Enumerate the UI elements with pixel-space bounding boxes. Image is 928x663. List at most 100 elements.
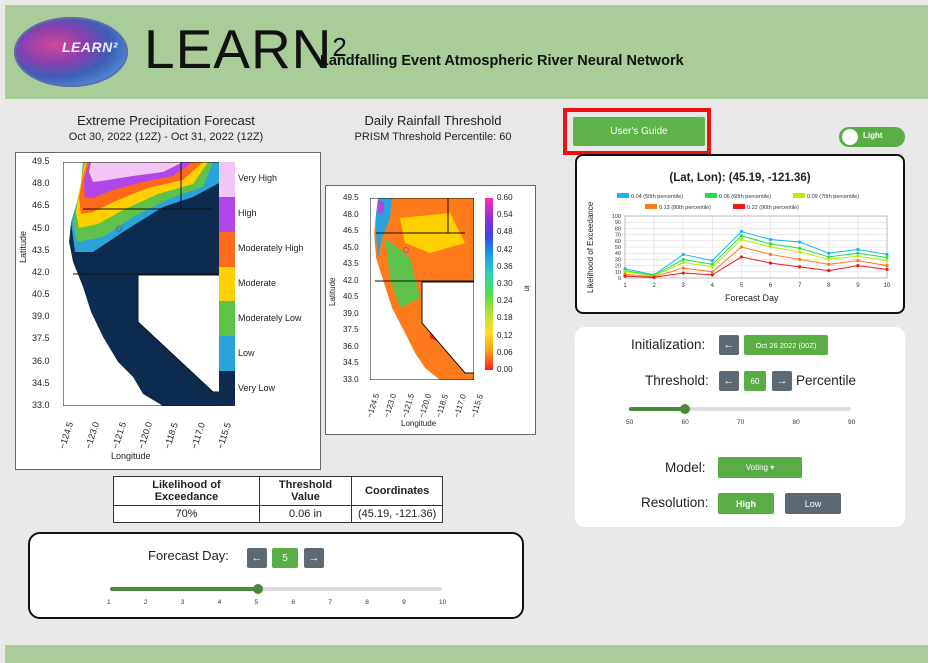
chart-x-tick: 9 bbox=[856, 283, 860, 289]
threshold-next-button[interactable]: → bbox=[772, 371, 792, 391]
slider-tick-label: 60 bbox=[681, 419, 689, 426]
chart-point bbox=[885, 264, 889, 268]
model-dropdown[interactable]: Voting ▾ bbox=[718, 457, 802, 478]
forecast-day-prev-button[interactable]: ← bbox=[247, 548, 267, 568]
chart-point bbox=[739, 229, 744, 234]
resolution-high-button[interactable]: High bbox=[718, 493, 774, 514]
precip-legend-label: Moderate bbox=[238, 278, 277, 288]
rain-map-panel[interactable]: 49.5 48.0 46.5 45.0 43.5 42.0 40.5 39.0 37.5 36.0… bbox=[325, 185, 536, 435]
precip-x-tick: −115.5 bbox=[215, 421, 233, 451]
theme-toggle[interactable]: Light bbox=[839, 127, 905, 147]
initialization-prev-button[interactable]: ← bbox=[719, 335, 739, 355]
slider-tick-label: 5 bbox=[254, 599, 259, 606]
threshold-prev-button[interactable]: ← bbox=[719, 371, 739, 391]
threshold-value[interactable]: 60 bbox=[744, 371, 766, 391]
precip-legend-swatch bbox=[219, 371, 235, 407]
slider-tick-label: 8 bbox=[365, 599, 369, 606]
chart-point bbox=[856, 251, 860, 255]
chart-point bbox=[827, 251, 831, 255]
chart-point bbox=[652, 275, 656, 279]
slider-tick-label: 6 bbox=[291, 599, 296, 606]
rain-ylabel: Latitude bbox=[328, 277, 337, 306]
chart-point bbox=[856, 259, 860, 263]
chart-plot-area bbox=[624, 215, 888, 279]
precip-legend-bar bbox=[219, 162, 235, 407]
rain-xlabel: Longitude bbox=[401, 419, 437, 428]
table-header: Coordinates bbox=[350, 476, 444, 506]
controls-panel: Initialization: ← Oct 26 2022 (00Z) Thre… bbox=[575, 327, 905, 527]
forecast-day-next-button[interactable]: → bbox=[304, 548, 324, 568]
chart-y-tick: 60 bbox=[615, 239, 621, 245]
chart-point bbox=[827, 255, 831, 259]
precip-legend-swatch bbox=[219, 231, 235, 268]
likelihood-table: Likelihood of Exceedance Threshold Value… bbox=[113, 476, 444, 523]
precip-xlabel: Longitude bbox=[111, 451, 151, 461]
precip-y-tick: 42.0 bbox=[32, 266, 50, 277]
precip-y-tick: 48.0 bbox=[32, 178, 50, 189]
forecast-day-slider-handle[interactable] bbox=[252, 584, 263, 594]
precip-x-tick: −118.5 bbox=[162, 421, 181, 451]
threshold-slider-handle[interactable] bbox=[679, 404, 690, 414]
precip-map-plot[interactable] bbox=[63, 162, 221, 406]
precip-x-tick: −123.0 bbox=[83, 420, 102, 451]
forecast-day-slider-track[interactable] bbox=[110, 587, 442, 591]
chart-x-tick: 4 bbox=[711, 283, 715, 289]
initialization-label: Initialization: bbox=[631, 337, 706, 352]
chart-point bbox=[739, 237, 744, 242]
precip-legend-label: Very Low bbox=[238, 382, 276, 393]
rain-colorbar-tick: 0.00 bbox=[497, 365, 513, 374]
chart-series-line bbox=[624, 256, 888, 278]
precip-x-tick: −117.0 bbox=[188, 421, 207, 451]
rain-x-tick: −118.5 bbox=[434, 393, 451, 419]
precip-x-tick: −124.5 bbox=[57, 420, 76, 451]
chart-point bbox=[798, 246, 802, 250]
app-title: LEARN2 bbox=[144, 19, 348, 79]
chart-point bbox=[710, 265, 714, 269]
chart-legend-label: 0.22 (90th percentile) bbox=[747, 205, 799, 211]
chart-y-tick: 40 bbox=[615, 251, 621, 257]
precip-y-tick: 45.0 bbox=[32, 222, 50, 233]
chart-point bbox=[768, 242, 773, 246]
rain-y-tick: 48.0 bbox=[343, 209, 359, 219]
precip-y-tick: 34.5 bbox=[32, 377, 50, 388]
model-label: Model: bbox=[665, 460, 706, 475]
precip-legend-label: High bbox=[238, 208, 257, 219]
precip-map-title: Extreme Precipitation Forecast bbox=[77, 113, 255, 128]
slider-tick-label: 50 bbox=[626, 419, 634, 426]
chart-point bbox=[681, 266, 685, 270]
rain-map-plot[interactable] bbox=[370, 198, 474, 380]
rain-colorbar-tick: 0.18 bbox=[497, 313, 513, 323]
precip-legend-label: Low bbox=[238, 347, 255, 358]
chart-y-tick: 30 bbox=[615, 257, 621, 263]
chart-point bbox=[710, 259, 714, 263]
slider-tick-label: 2 bbox=[143, 599, 148, 606]
precip-map-panel[interactable]: 49.5 48.0 46.5 45.0 43.5 42.0 40.5 39.0 37.5 36.0… bbox=[15, 152, 321, 470]
precip-y-tick: 40.5 bbox=[32, 289, 50, 300]
rain-colorbar-tick: 0.12 bbox=[497, 330, 513, 340]
rain-y-tick: 39.0 bbox=[343, 308, 359, 318]
resolution-low-button[interactable]: Low bbox=[785, 493, 841, 514]
app-title-text: LEARN bbox=[144, 18, 333, 80]
chart-point bbox=[885, 255, 889, 260]
chart-point bbox=[885, 252, 889, 257]
rain-y-tick: 49.5 bbox=[343, 193, 359, 202]
toggle-knob bbox=[842, 129, 858, 145]
initialization-value[interactable]: Oct 26 2022 (00Z) bbox=[744, 335, 828, 355]
precip-y-tick: 39.0 bbox=[32, 311, 50, 322]
chart-legend-label: 0.13 (80th percentile) bbox=[659, 205, 711, 211]
chart-point bbox=[710, 273, 714, 277]
toggle-label: Light bbox=[863, 131, 883, 140]
chart-xlabel: Forecast Day bbox=[725, 293, 779, 303]
chart-legend-swatch bbox=[705, 193, 717, 198]
chart-y-tick: 90 bbox=[615, 220, 621, 226]
chart-point bbox=[681, 271, 685, 275]
forecast-day-value[interactable]: 5 bbox=[272, 548, 298, 568]
threshold-slider-track[interactable] bbox=[629, 407, 851, 411]
users-guide-button[interactable]: User's Guide bbox=[573, 117, 705, 146]
chart-series-line bbox=[624, 230, 888, 276]
rain-y-tick: 34.5 bbox=[343, 358, 359, 368]
precip-ylabel: Latitude bbox=[18, 230, 28, 263]
table-row: 70% 0.06 in (45.19, -121.36) bbox=[113, 505, 444, 523]
precip-y-tick: 36.0 bbox=[32, 355, 50, 366]
